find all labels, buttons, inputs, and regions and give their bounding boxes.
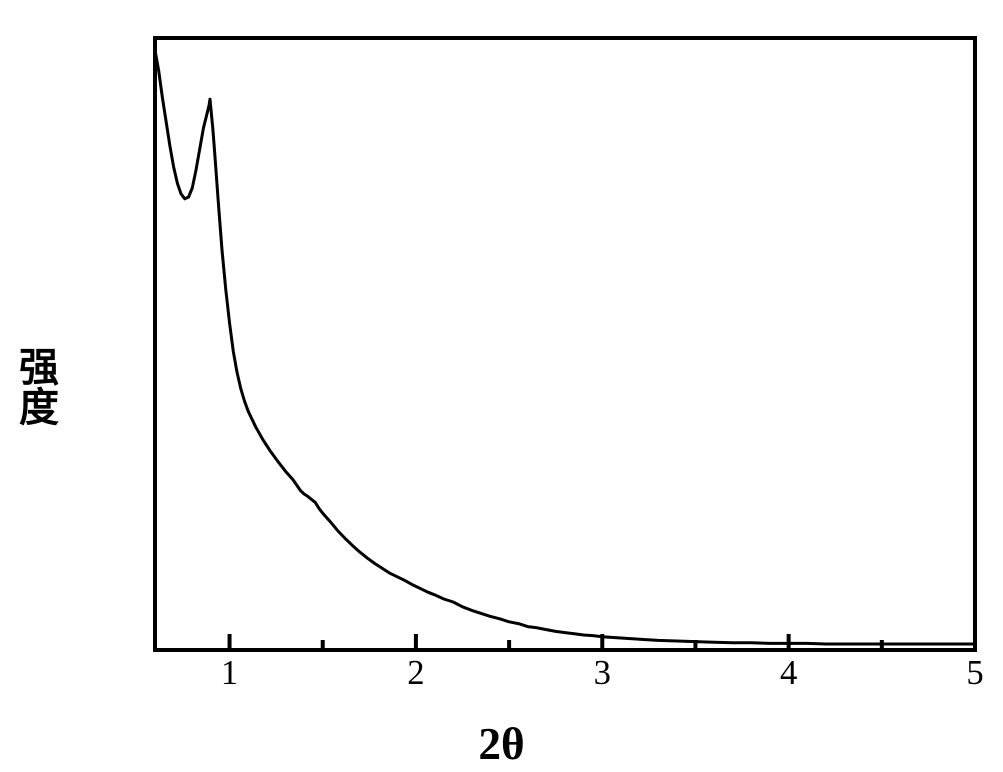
x-tick-label: 3 xyxy=(594,654,611,692)
x-tick-label: 5 xyxy=(966,654,983,692)
y-axis-label: 强度 xyxy=(0,0,70,772)
chart-svg: 1 2 3 4 5 xyxy=(0,0,1003,772)
x-tick-label: 2 xyxy=(407,654,424,692)
x-axis-label: 2θ xyxy=(0,718,1003,770)
x-tick-label: 4 xyxy=(780,654,797,692)
xrd-figure: 1 2 3 4 5 强度 2θ xyxy=(0,0,1003,772)
x-tick-label: 1 xyxy=(221,654,238,692)
